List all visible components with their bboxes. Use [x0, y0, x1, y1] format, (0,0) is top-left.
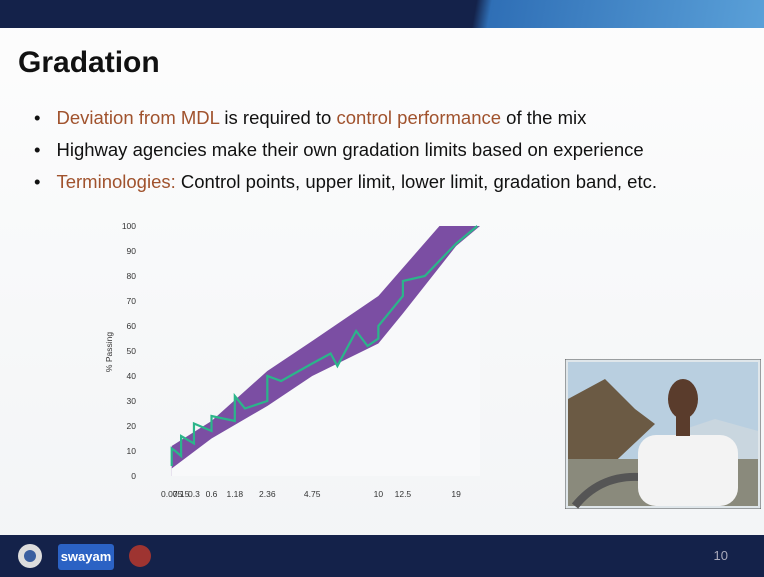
bullet-list: Deviation from MDL is required to contro…	[34, 102, 657, 198]
x-tick-label: 0.6	[206, 489, 218, 499]
y-tick-label: 70	[127, 296, 137, 306]
bottom-bar: swayam 10	[0, 535, 764, 577]
y-axis-title: % Passing	[104, 332, 114, 372]
y-tick-label: 50	[127, 346, 137, 356]
video-inset	[565, 359, 761, 509]
y-tick-label: 100	[122, 221, 136, 231]
bullet-text: is required to	[219, 107, 336, 128]
x-tick-label: 1.18	[227, 489, 244, 499]
bullet: Deviation from MDL is required to contro…	[34, 102, 657, 134]
bullet: Terminologies: Control points, upper lim…	[34, 166, 657, 198]
slide-title: Gradation	[18, 46, 160, 80]
logo-nptel	[126, 537, 156, 577]
y-tick-label: 80	[127, 271, 137, 281]
bullet-text: Highway agencies make their own gradatio…	[56, 139, 643, 160]
x-tick-label: 2.36	[259, 489, 276, 499]
top-bar	[0, 0, 764, 28]
slide: Gradation Deviation from MDL is required…	[0, 0, 764, 577]
x-tick-label: 4.75	[304, 489, 321, 499]
page-number: 10	[714, 548, 728, 563]
bullet-text: Control points, upper limit, lower limit…	[176, 171, 657, 192]
bullet-text: of the mix	[501, 107, 586, 128]
x-tick-label: 12.5	[395, 489, 412, 499]
bullet-text: control performance	[337, 107, 502, 128]
bullet-text: Terminologies:	[56, 171, 175, 192]
x-tick-label: 10	[374, 489, 384, 499]
y-tick-label: 40	[127, 371, 137, 381]
y-tick-label: 90	[127, 246, 137, 256]
y-tick-label: 60	[127, 321, 137, 331]
swayam-logo: swayam	[58, 544, 114, 570]
bullet-text: Deviation from MDL	[56, 107, 219, 128]
x-tick-label: 19	[451, 489, 461, 499]
bullet: Highway agencies make their own gradatio…	[34, 134, 657, 166]
y-tick-label: 20	[127, 421, 137, 431]
x-tick-label: 0.3	[188, 489, 200, 499]
y-tick-label: 0	[131, 471, 136, 481]
y-tick-label: 30	[127, 396, 137, 406]
logo-emblem	[14, 537, 54, 577]
y-tick-label: 10	[127, 446, 137, 456]
